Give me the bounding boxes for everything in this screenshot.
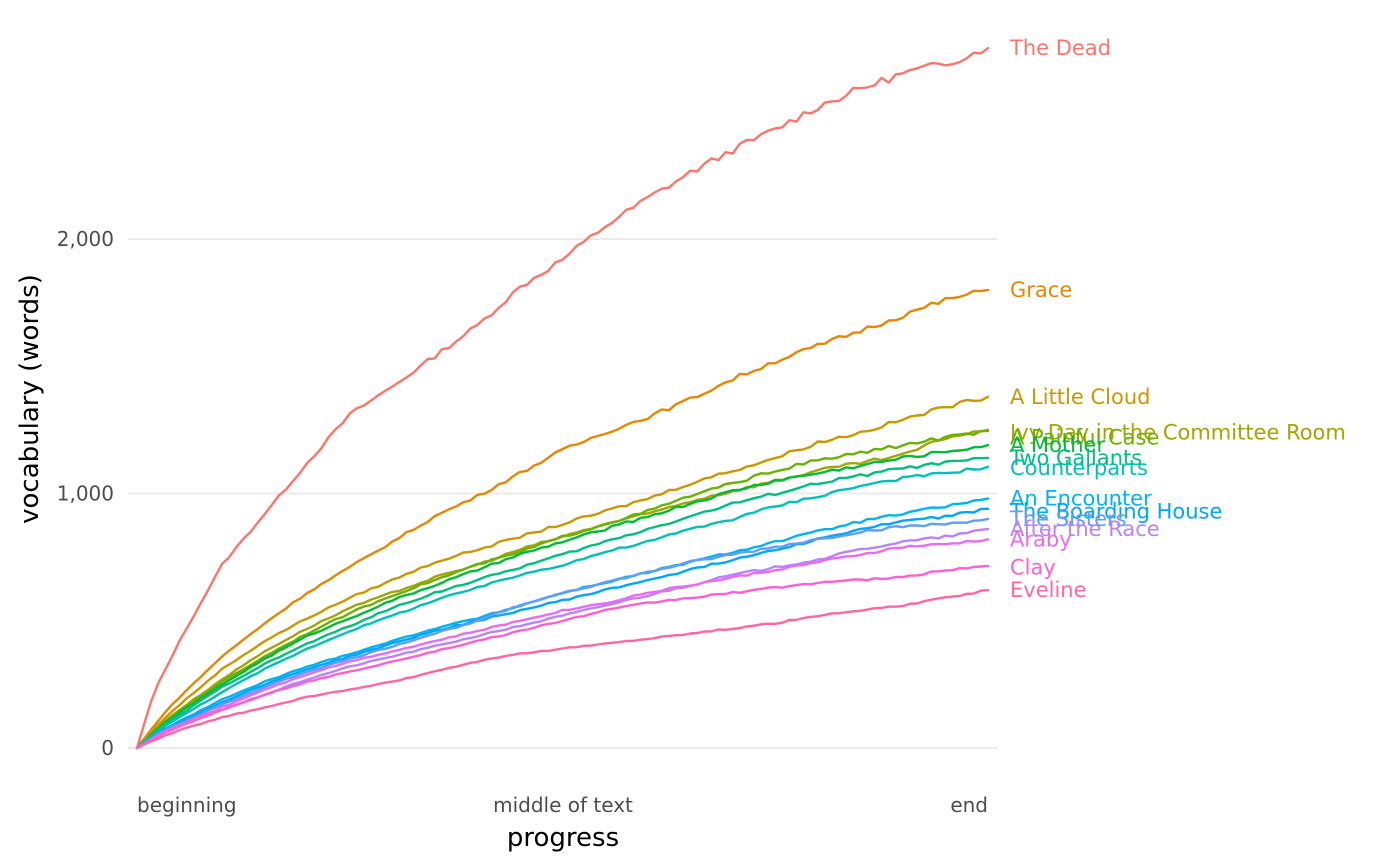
series-line-the-sisters — [135, 517, 990, 750]
x-axis-title: progress — [507, 823, 619, 853]
series-label-ivy-day-in-the-committee-room: Ivy Day in the Committee Room — [1010, 420, 1346, 444]
series-label-an-encounter: An Encounter — [1010, 487, 1152, 511]
series-label-grace: Grace — [1010, 278, 1072, 302]
series-line-after-the-race — [135, 527, 990, 750]
series-line-the-boarding-house — [135, 507, 990, 750]
series-label-two-gallants: Two Gallants — [1009, 446, 1142, 470]
series-label-clay: Clay — [1010, 555, 1056, 579]
series-lines — [135, 46, 990, 750]
series-label-a-mother: A Mother — [1010, 433, 1105, 457]
series-line-the-dead — [135, 46, 990, 750]
x-tick-label: middle of text — [493, 793, 633, 817]
series-label-the-dead: The Dead — [1009, 36, 1111, 60]
series-line-clay — [135, 564, 990, 750]
series-line-grace — [135, 288, 990, 750]
grid-lines — [128, 238, 997, 749]
y-axis-ticks: 0 1,000 2,000 — [57, 227, 114, 760]
series-label-the-boarding-house: The Boarding House — [1009, 499, 1222, 523]
y-axis-title: vocabulary (words) — [15, 274, 45, 524]
series-line-counterparts — [135, 465, 990, 750]
series-line-ivy-day-in-the-committee-room — [135, 428, 990, 750]
series-label-a-little-cloud: A Little Cloud — [1010, 385, 1150, 409]
x-axis-ticks: beginning middle of text end — [137, 793, 988, 817]
y-tick-label: 0 — [101, 736, 114, 760]
series-label-araby: Araby — [1010, 527, 1072, 551]
series-line-araby — [135, 538, 990, 750]
series-label-after-the-race: After the Race — [1010, 517, 1160, 541]
y-tick-label: 2,000 — [57, 227, 114, 251]
series-line-two-gallants — [135, 456, 990, 750]
series-line-eveline — [135, 589, 990, 750]
series-labels: The Dead Grace A Little Cloud Ivy Day in th… — [1009, 36, 1346, 602]
series-line-a-little-cloud — [135, 395, 990, 750]
series-label-the-sisters: The Sisters — [1009, 507, 1127, 531]
series-line-a-mother — [135, 443, 990, 750]
x-tick-label: end — [950, 793, 988, 817]
x-tick-label: beginning — [137, 793, 237, 817]
series-line-a-painful-case — [135, 429, 990, 750]
series-label-eveline: Eveline — [1010, 578, 1087, 602]
series-label-counterparts: Counterparts — [1010, 456, 1148, 480]
series-label-a-painful-case: A Painful Case — [1010, 426, 1159, 450]
y-tick-label: 1,000 — [57, 482, 114, 506]
